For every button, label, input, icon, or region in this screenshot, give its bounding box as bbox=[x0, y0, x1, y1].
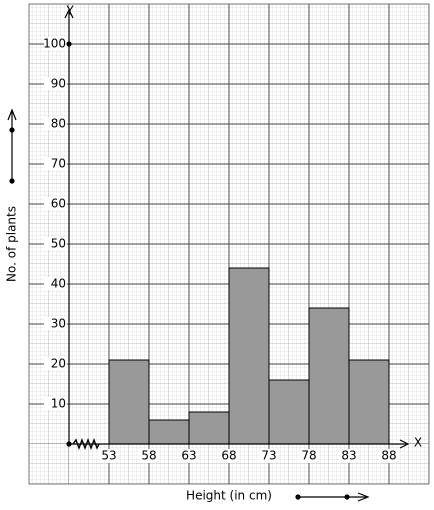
x-tick-label: 58 bbox=[141, 449, 156, 463]
scale-arrows bbox=[7, 108, 370, 502]
bar bbox=[188, 411, 230, 445]
y-axis-title: No. of plants bbox=[5, 206, 19, 282]
tick-label-bg bbox=[100, 449, 118, 463]
tick-label-bg bbox=[380, 449, 398, 463]
x-tick-label: 73 bbox=[261, 449, 276, 463]
tick-label-bg bbox=[44, 37, 67, 50]
tick-label-bg bbox=[340, 449, 358, 463]
y-tick-label: 50 bbox=[51, 237, 66, 251]
y-tick-label: 20 bbox=[51, 357, 66, 371]
axes bbox=[64, 8, 410, 450]
bar bbox=[268, 379, 310, 445]
tick-label-bg bbox=[44, 237, 67, 250]
x-tick-label: 83 bbox=[341, 449, 356, 463]
tick-label-bg bbox=[44, 397, 67, 410]
tick-label-bg bbox=[260, 449, 278, 463]
x-tick-label: 78 bbox=[301, 449, 316, 463]
tick-label-bg bbox=[180, 449, 198, 463]
x-axis-symbol: X bbox=[414, 436, 422, 450]
y-tick-label: 60 bbox=[51, 197, 66, 211]
tick-label-bg bbox=[44, 77, 67, 90]
x-tick-label: 88 bbox=[381, 449, 396, 463]
tick-label-bg bbox=[44, 317, 67, 330]
tick-label-bg bbox=[44, 117, 67, 130]
x-tick-label: 68 bbox=[221, 449, 236, 463]
y-tick-label: 70 bbox=[51, 157, 66, 171]
bar bbox=[308, 307, 350, 445]
x-tick-label: 63 bbox=[181, 449, 196, 463]
tick-label-bg bbox=[300, 449, 318, 463]
y-tick-label: 10 bbox=[51, 397, 66, 411]
tick-label-bg bbox=[44, 277, 67, 290]
y-tick-label: 90 bbox=[51, 77, 66, 91]
y-tick-label: 80 bbox=[51, 117, 66, 131]
tick-label-bg bbox=[44, 357, 67, 370]
bar bbox=[348, 359, 390, 445]
y-axis-symbol: Y bbox=[65, 4, 74, 18]
bar bbox=[148, 419, 190, 445]
y-tick-label: 30 bbox=[51, 317, 66, 331]
tick-label-bg bbox=[44, 157, 67, 170]
tick-label-bg bbox=[220, 449, 238, 463]
bar bbox=[228, 267, 270, 445]
tick-label-bg bbox=[140, 449, 158, 463]
y-tick-label: 40 bbox=[51, 277, 66, 291]
tick-label-bg bbox=[44, 197, 67, 210]
x-tick-label: 53 bbox=[101, 449, 116, 463]
bar bbox=[108, 359, 150, 445]
y-tick-label: 100 bbox=[43, 37, 66, 51]
x-axis-title: Height (in cm) bbox=[186, 489, 272, 503]
